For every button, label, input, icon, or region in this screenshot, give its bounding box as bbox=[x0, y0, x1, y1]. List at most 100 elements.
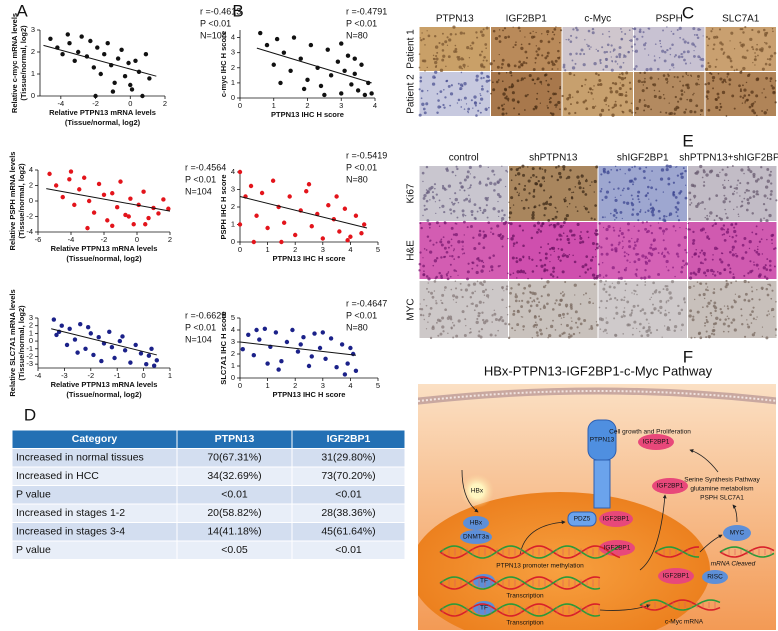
cell-nucleus bbox=[730, 281, 733, 284]
cell-nucleus bbox=[639, 28, 642, 31]
cell-nucleus bbox=[497, 106, 501, 110]
cell-nucleus bbox=[642, 31, 645, 34]
row-label: MYC bbox=[406, 298, 417, 320]
cell-nucleus bbox=[729, 267, 732, 270]
cell-nucleus bbox=[648, 27, 651, 30]
cell-nucleus bbox=[686, 50, 690, 54]
cell-nucleus bbox=[707, 37, 711, 40]
cell-nucleus bbox=[502, 29, 504, 32]
cell-nucleus bbox=[612, 214, 616, 217]
x-tick-label: -6 bbox=[35, 235, 42, 244]
cell-nucleus bbox=[520, 305, 524, 308]
data-point bbox=[161, 197, 166, 202]
y-axis-label: Relative c-myc mRNA levels bbox=[10, 13, 19, 113]
cell-nucleus bbox=[727, 324, 731, 328]
cell-nucleus bbox=[766, 179, 771, 183]
cell-nucleus bbox=[637, 258, 641, 262]
cell-nucleus bbox=[425, 249, 428, 251]
cell-nucleus bbox=[452, 294, 456, 298]
data-point bbox=[131, 222, 136, 227]
cell-nucleus bbox=[680, 93, 684, 96]
cell-nucleus bbox=[436, 111, 439, 115]
cell-nucleus bbox=[452, 249, 455, 252]
cell-nucleus bbox=[584, 179, 588, 183]
cell-nucleus bbox=[772, 30, 774, 33]
cell-nucleus bbox=[711, 329, 715, 333]
cell-nucleus bbox=[504, 36, 508, 39]
cell-nucleus bbox=[505, 306, 508, 309]
cell-nucleus bbox=[446, 79, 449, 82]
cell-nucleus bbox=[564, 254, 567, 257]
cell-nucleus bbox=[683, 297, 686, 300]
cell-nucleus bbox=[733, 300, 737, 304]
cell-nucleus bbox=[622, 74, 624, 76]
data-point bbox=[112, 80, 117, 86]
arrow bbox=[599, 604, 651, 611]
cell-nucleus bbox=[485, 204, 488, 207]
cell-nucleus bbox=[695, 82, 699, 86]
cell-nucleus bbox=[554, 329, 557, 331]
cell-nucleus bbox=[737, 179, 740, 182]
cell-nucleus bbox=[768, 57, 772, 61]
cell-nucleus bbox=[624, 289, 627, 292]
cell-nucleus bbox=[423, 270, 425, 273]
cell-nucleus bbox=[674, 229, 677, 232]
cell-nucleus bbox=[452, 209, 456, 213]
data-point bbox=[342, 68, 347, 74]
cell-nucleus bbox=[733, 48, 736, 50]
cell-nucleus bbox=[589, 267, 592, 270]
cell-nucleus bbox=[607, 170, 609, 172]
cell-nucleus bbox=[569, 169, 572, 172]
data-point bbox=[85, 225, 90, 231]
cell-nucleus bbox=[485, 294, 490, 298]
cell-nucleus bbox=[465, 103, 468, 105]
cell-nucleus bbox=[635, 275, 638, 278]
cell-nucleus bbox=[723, 194, 726, 197]
cell-nucleus bbox=[585, 292, 588, 295]
cell-nucleus bbox=[651, 247, 655, 251]
cell-nucleus bbox=[649, 331, 653, 334]
data-point bbox=[312, 331, 317, 336]
cell-nucleus bbox=[720, 47, 724, 51]
cell-nucleus bbox=[428, 226, 431, 229]
cell-nucleus bbox=[595, 256, 597, 258]
cell-nucleus bbox=[689, 198, 692, 201]
cell-nucleus bbox=[492, 254, 495, 257]
cell-nucleus bbox=[752, 62, 754, 64]
data-point bbox=[143, 52, 149, 57]
cell-nucleus bbox=[433, 280, 437, 283]
cell-nucleus bbox=[745, 98, 749, 102]
cell-nucleus bbox=[512, 312, 516, 316]
cell-nucleus bbox=[659, 39, 662, 42]
cell-nucleus bbox=[735, 280, 737, 283]
cell-nucleus bbox=[665, 259, 669, 264]
label: HBx bbox=[470, 520, 483, 527]
cell-nucleus bbox=[710, 314, 713, 317]
cell-nucleus bbox=[765, 277, 769, 280]
cell-nucleus bbox=[581, 240, 585, 244]
cell-nucleus bbox=[515, 257, 518, 260]
cell-nucleus bbox=[680, 329, 682, 331]
cell-nucleus bbox=[761, 326, 764, 328]
cell-nucleus bbox=[608, 285, 612, 289]
cell-nucleus bbox=[565, 177, 568, 180]
cell-nucleus bbox=[475, 320, 479, 325]
cell-nucleus bbox=[511, 234, 515, 238]
cell-nucleus bbox=[705, 274, 707, 277]
cell-nucleus bbox=[695, 104, 699, 108]
cell-nucleus bbox=[491, 232, 495, 236]
cell-nucleus bbox=[473, 309, 476, 312]
dna-strand bbox=[439, 545, 621, 559]
cell-nucleus bbox=[662, 191, 665, 193]
cell-nucleus bbox=[677, 243, 681, 247]
cell-nucleus bbox=[639, 30, 641, 33]
cell-nucleus bbox=[743, 298, 747, 302]
cell-nucleus bbox=[725, 279, 728, 283]
cell-nucleus bbox=[719, 77, 723, 81]
cell-nucleus bbox=[643, 43, 646, 47]
cell-nucleus bbox=[615, 216, 618, 219]
cell-nucleus bbox=[753, 261, 755, 263]
cell-nucleus bbox=[561, 291, 564, 293]
cell-nucleus bbox=[454, 280, 457, 282]
cell-nucleus bbox=[624, 33, 627, 36]
